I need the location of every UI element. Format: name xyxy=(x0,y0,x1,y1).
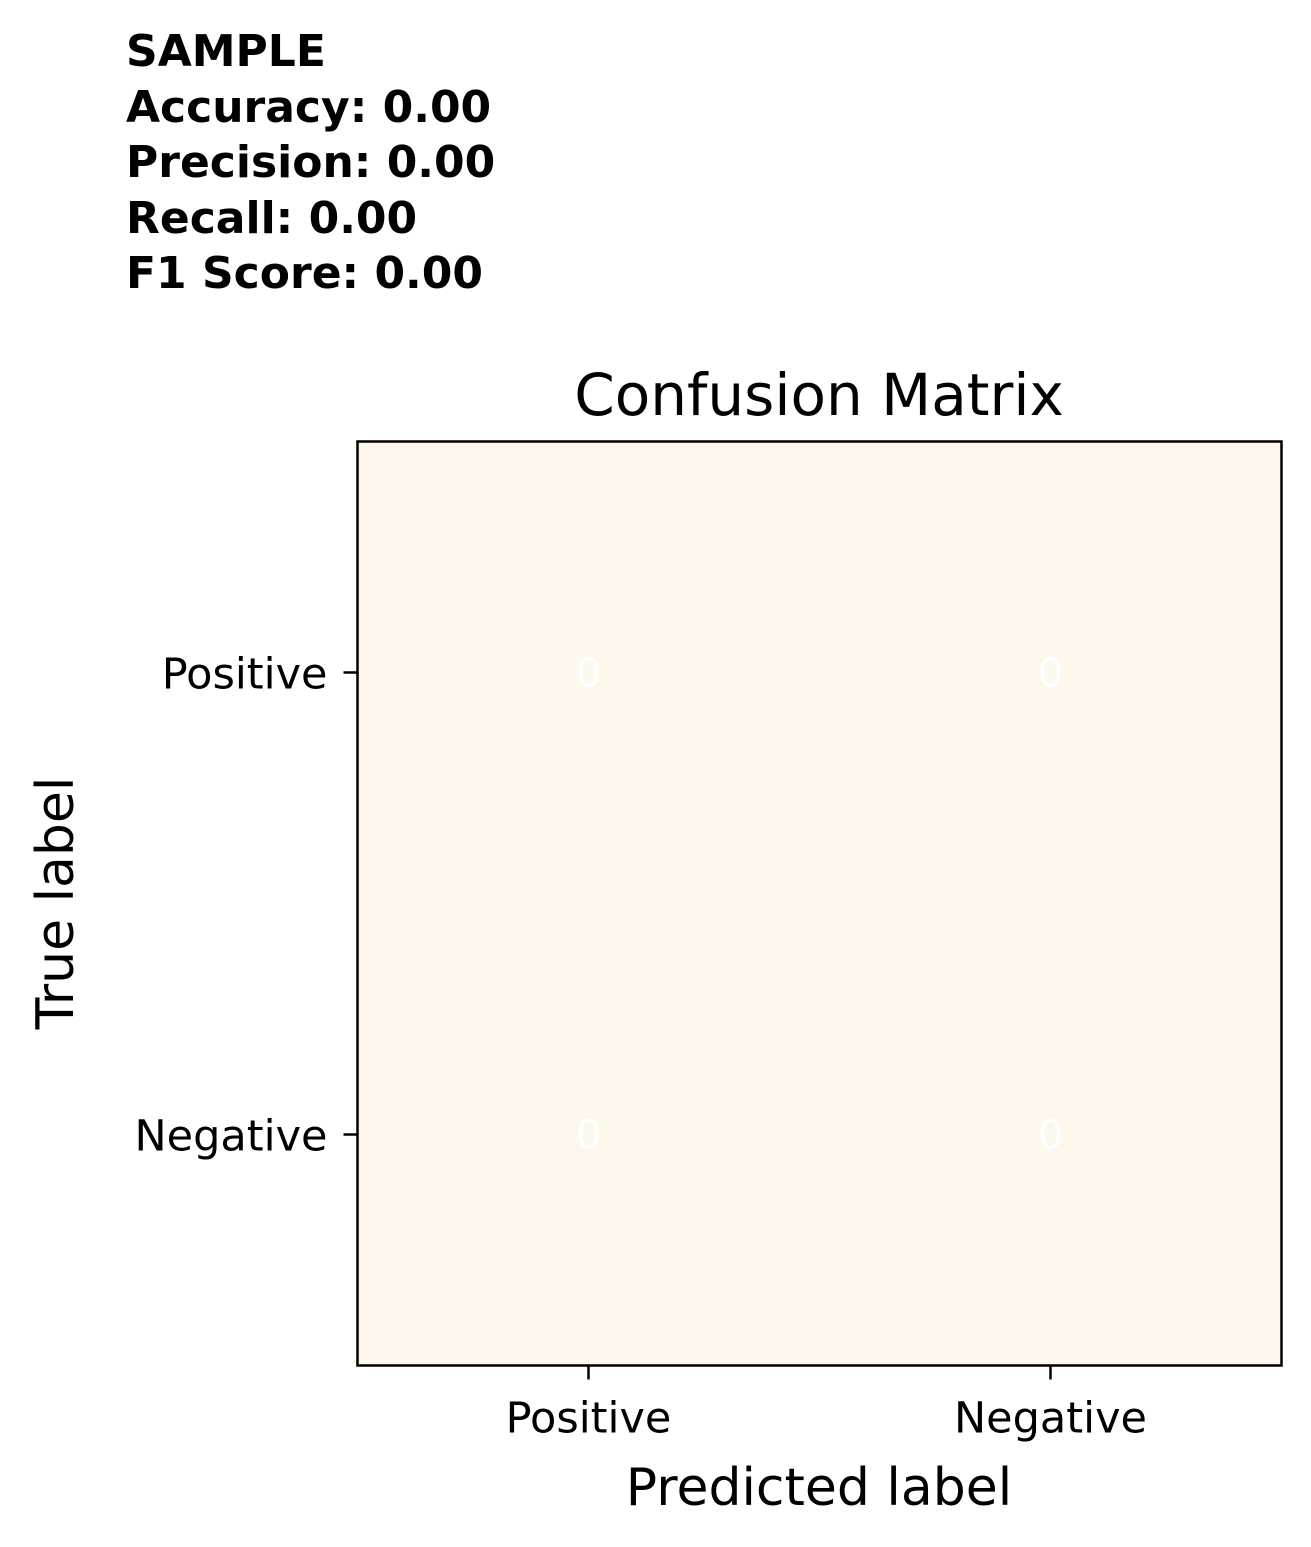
metric-accuracy: Accuracy: 0.00 xyxy=(126,81,492,133)
y-axis-label: True label xyxy=(26,777,86,1031)
matrix-cell-0-1 xyxy=(819,441,1282,904)
y-tick-label-1: Negative xyxy=(135,1112,328,1162)
axis-ticks: Positive Negative Positive Negative xyxy=(135,650,1147,1444)
cell-value-1-0: 0 xyxy=(576,1113,601,1159)
matrix-cell-1-1 xyxy=(819,903,1282,1366)
matrix-cell-0-0 xyxy=(357,441,820,904)
y-tick-label-0: Positive xyxy=(162,650,328,700)
metric-precision: Precision: 0.00 xyxy=(126,137,496,188)
metrics-header: SAMPLE xyxy=(126,26,326,77)
metric-f1-score: F1 Score: 0.00 xyxy=(126,248,484,299)
matrix-cell-1-0 xyxy=(357,903,820,1366)
x-axis-label: Predicted label xyxy=(626,1458,1012,1518)
metric-recall: Recall: 0.00 xyxy=(126,192,418,244)
cell-value-1-1: 0 xyxy=(1038,1113,1063,1159)
cell-value-0-0: 0 xyxy=(576,651,601,697)
x-tick-label-0: Positive xyxy=(506,1394,672,1444)
metrics-block: SAMPLE Accuracy: 0.00 Precision: 0.00 Re… xyxy=(126,24,495,302)
x-tick-label-1: Negative xyxy=(954,1394,1147,1444)
chart-title: Confusion Matrix xyxy=(574,361,1064,429)
matrix-cells: 0 0 0 0 xyxy=(357,441,1282,1366)
cell-value-0-1: 0 xyxy=(1038,651,1063,697)
plot-frame xyxy=(356,440,1283,1367)
